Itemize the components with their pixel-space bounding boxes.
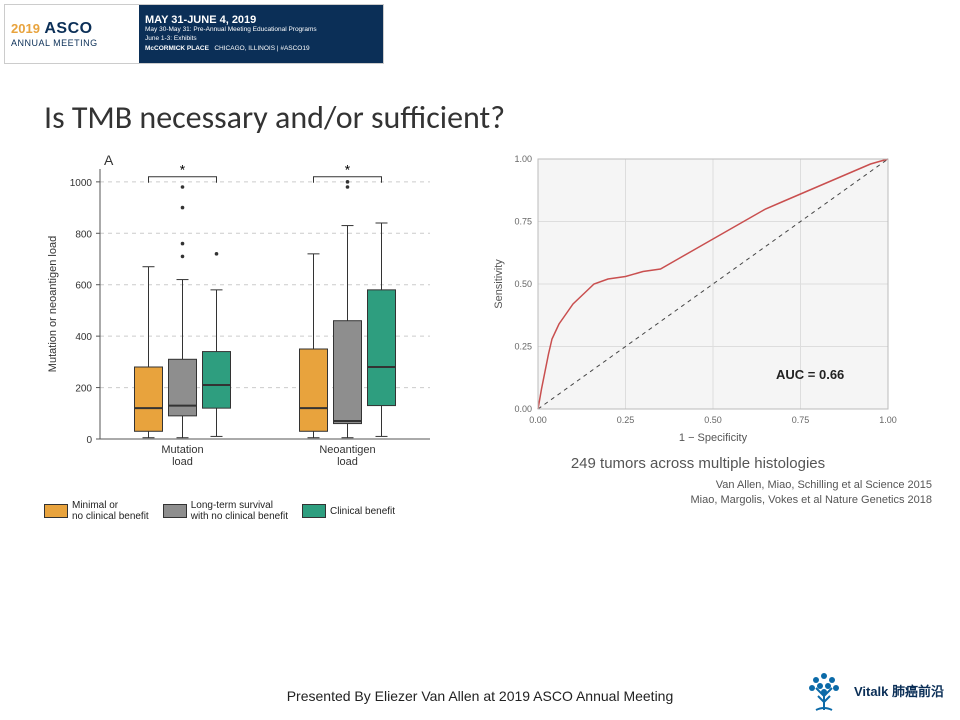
panel-a: 0 200 400 600 800 1000 Mutation or neoantigen …	[40, 149, 440, 522]
svg-text:0.50: 0.50	[514, 279, 532, 289]
svg-text:800: 800	[75, 229, 92, 240]
svg-text:200: 200	[75, 384, 92, 395]
svg-text:1 − Specificity: 1 − Specificity	[679, 432, 748, 444]
banner-asco: ASCO	[44, 20, 92, 37]
legend-longterm-label: Long-term survivalwith no clinical benef…	[191, 500, 288, 522]
svg-text:0.75: 0.75	[514, 217, 532, 227]
svg-text:1.00: 1.00	[879, 415, 897, 425]
banner-line2: June 1-3: Exhibits	[145, 35, 377, 43]
legend-minimal-label: Minimal orno clinical benefit	[72, 500, 149, 522]
vitalk-text: Vitalk 肺癌前沿	[854, 681, 944, 700]
content-row: 0 200 400 600 800 1000 Mutation or neoantigen …	[0, 149, 960, 522]
svg-text:0.75: 0.75	[792, 415, 810, 425]
svg-text:*: *	[180, 162, 186, 178]
svg-text:400: 400	[75, 332, 92, 343]
legend-benefit-label: Clinical benefit	[330, 506, 395, 517]
svg-text:0.50: 0.50	[704, 415, 722, 425]
svg-text:Neoantigen: Neoantigen	[319, 444, 375, 456]
svg-text:load: load	[337, 456, 358, 468]
references: Van Allen, Miao, Schilling et al Science…	[456, 478, 940, 509]
tree-icon	[800, 666, 848, 714]
svg-text:0.00: 0.00	[529, 415, 547, 425]
svg-text:0.25: 0.25	[617, 415, 635, 425]
svg-text:A: A	[104, 152, 114, 168]
banner-left: 2019 ASCO ANNUAL MEETING	[5, 5, 139, 63]
legend-longterm: Long-term survivalwith no clinical benef…	[163, 500, 288, 522]
svg-text:600: 600	[75, 281, 92, 292]
svg-text:0.00: 0.00	[514, 404, 532, 414]
svg-text:*: *	[345, 162, 351, 178]
roc-chart: 0.000.00 0.25 0.25 0.50 0.50 0.75 0.75 1.00 1.00…	[488, 149, 908, 449]
banner-sub: ANNUAL MEETING	[11, 38, 139, 48]
panel-roc: 0.000.00 0.25 0.25 0.50 0.50 0.75 0.75 1.00 1.00…	[460, 149, 936, 522]
svg-text:Mutation or neoantigen load: Mutation or neoantigen load	[47, 236, 59, 372]
svg-text:AUC = 0.66: AUC = 0.66	[776, 367, 844, 382]
svg-text:1000: 1000	[70, 178, 93, 189]
legend-minimal: Minimal orno clinical benefit	[44, 500, 149, 522]
svg-text:Mutation: Mutation	[161, 444, 203, 456]
boxplot-legend: Minimal orno clinical benefit Long-term …	[44, 500, 440, 522]
banner-loc2: CHICAGO, ILLINOIS | #ASCO19	[214, 45, 309, 52]
svg-text:load: load	[172, 456, 193, 468]
legend-benefit: Clinical benefit	[302, 504, 395, 518]
svg-text:Sensitivity: Sensitivity	[493, 259, 505, 309]
svg-text:0.25: 0.25	[514, 342, 532, 352]
svg-text:0: 0	[86, 435, 92, 446]
asco-banner: 2019 ASCO ANNUAL MEETING MAY 31-JUNE 4, …	[4, 4, 384, 64]
banner-dates: MAY 31-JUNE 4, 2019	[145, 14, 377, 26]
banner-right: MAY 31-JUNE 4, 2019 May 30-May 31: Pre-A…	[139, 5, 383, 63]
banner-year: 2019	[11, 21, 40, 36]
ref-1: Van Allen, Miao, Schilling et al Science…	[456, 478, 932, 493]
banner-loc: McCORMICK PLACE	[145, 45, 209, 52]
ref-2: Miao, Margolis, Vokes et al Nature Genet…	[456, 493, 932, 508]
boxplot-chart: 0 200 400 600 800 1000 Mutation or neoantigen …	[40, 149, 440, 489]
banner-line1: May 30-May 31: Pre-Annual Meeting Educat…	[145, 26, 377, 34]
vitalk-brand: Vitalk 肺癌前沿	[800, 666, 944, 714]
slide-title: Is TMB necessary and/or sufficient?	[44, 98, 960, 137]
svg-text:1.00: 1.00	[514, 154, 532, 164]
roc-caption: 249 tumors across multiple histologies	[571, 455, 825, 472]
